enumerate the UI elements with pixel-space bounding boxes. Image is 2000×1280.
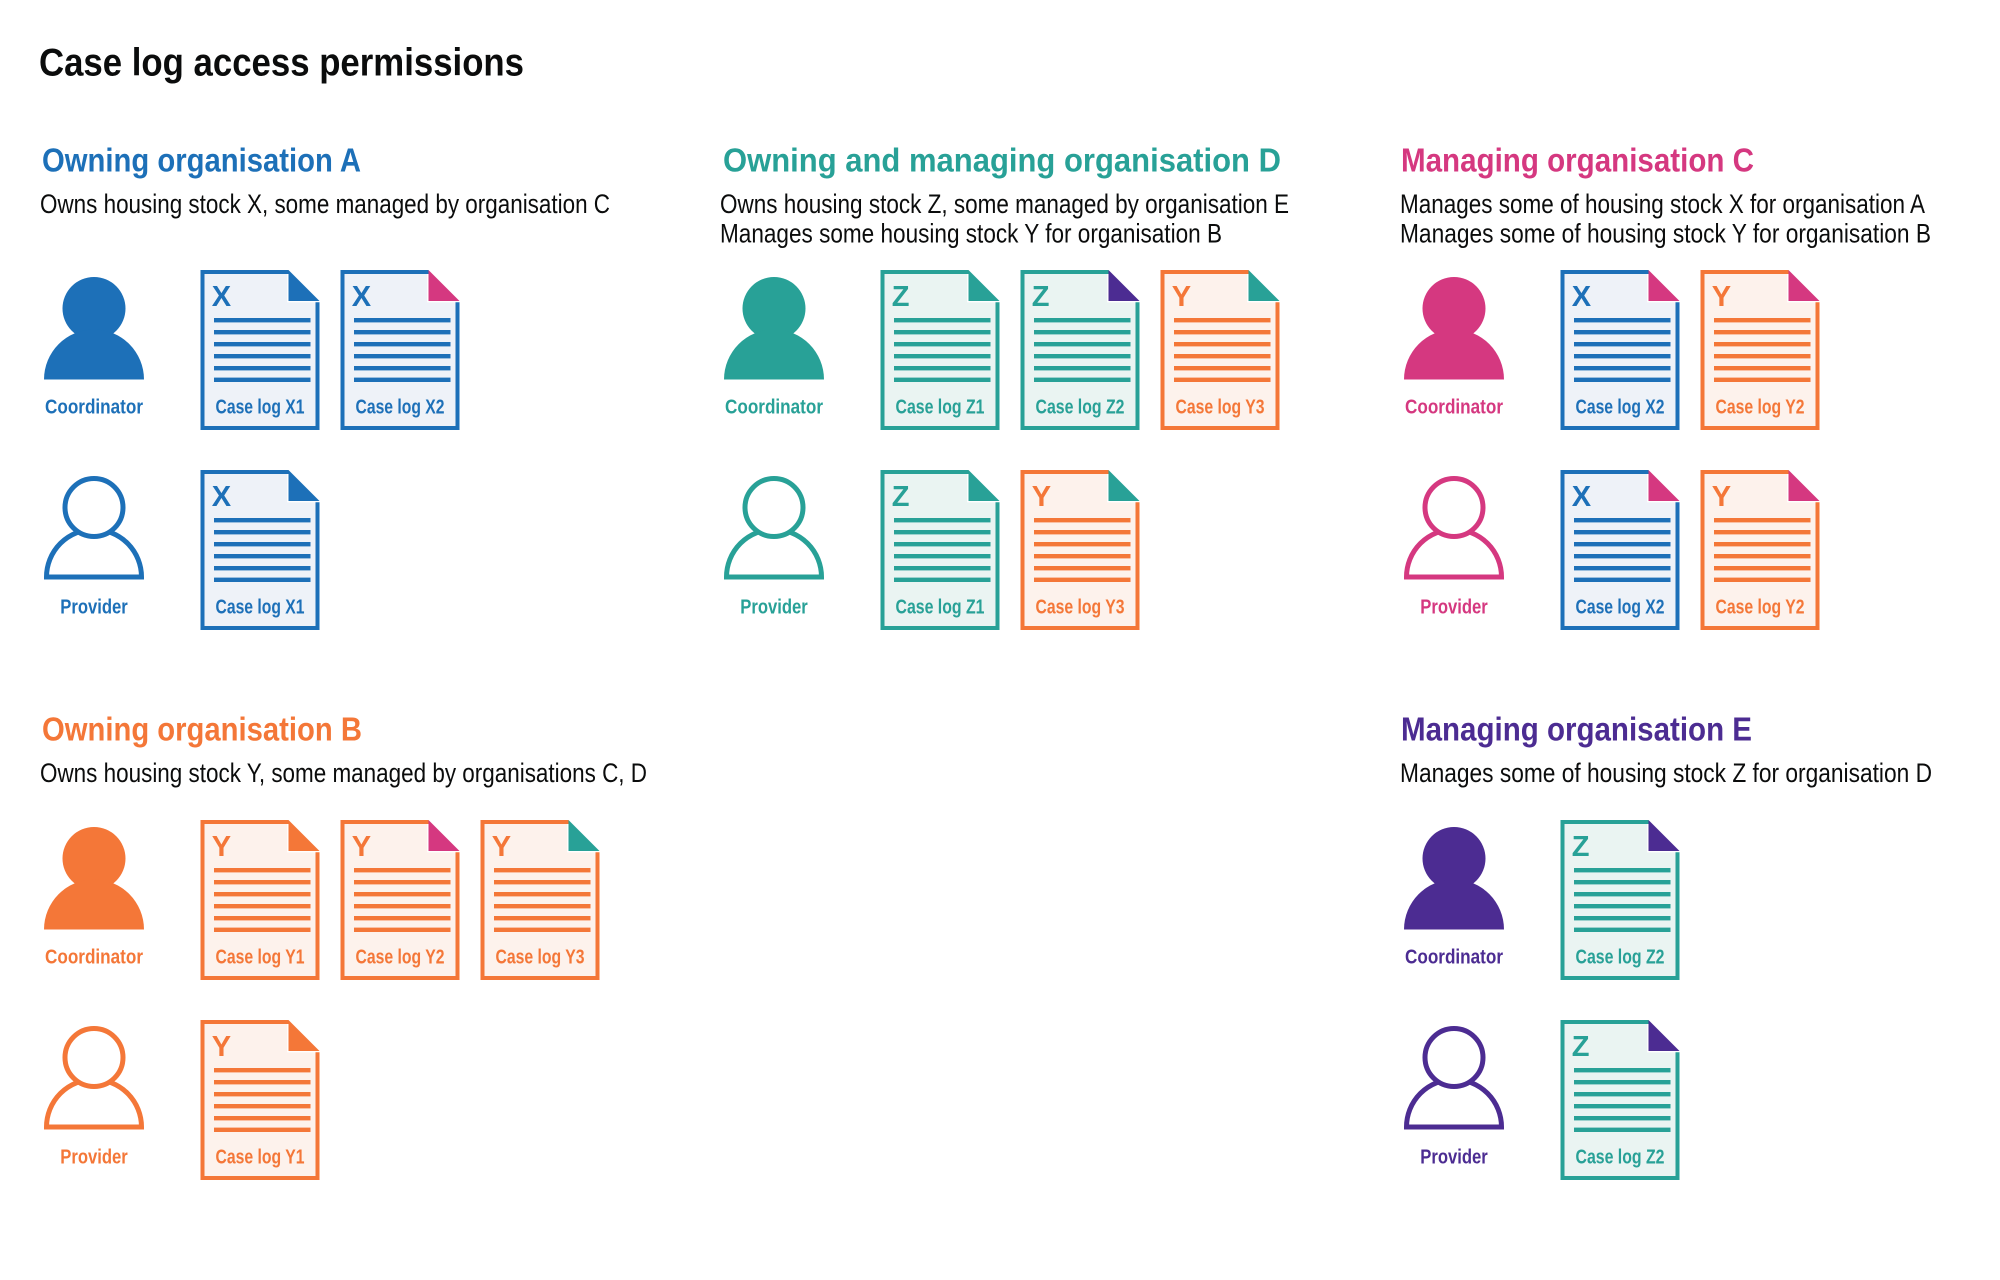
svg-text:Case log access permissions: Case log access permissions (39, 42, 524, 85)
svg-text:Owning organisation A: Owning organisation A (42, 142, 361, 179)
svg-text:Case log Z1: Case log Z1 (896, 596, 985, 618)
svg-text:X: X (1572, 281, 1592, 313)
svg-text:Y: Y (1172, 281, 1191, 313)
svg-text:Y: Y (492, 831, 511, 863)
svg-text:X: X (1572, 481, 1592, 513)
svg-text:Z: Z (1572, 831, 1590, 863)
svg-text:Case log Y1: Case log Y1 (216, 1146, 305, 1168)
svg-text:Manages some of housing stock: Manages some of housing stock Z for orga… (1400, 758, 1932, 788)
svg-text:Case log X2: Case log X2 (1576, 396, 1665, 418)
svg-text:Case log Y2: Case log Y2 (1716, 396, 1805, 418)
svg-text:Manages some housing stock Y f: Manages some housing stock Y for organis… (720, 219, 1222, 249)
svg-text:Case log X1: Case log X1 (216, 396, 305, 418)
svg-text:Case log Y2: Case log Y2 (1716, 596, 1805, 618)
svg-text:X: X (212, 481, 232, 513)
svg-text:Case log Z2: Case log Z2 (1576, 1146, 1665, 1168)
svg-text:Owns housing stock Z, some man: Owns housing stock Z, some managed by or… (720, 189, 1289, 219)
svg-text:Manages some of housing stock: Manages some of housing stock X for orga… (1400, 189, 1925, 219)
svg-text:Y: Y (352, 831, 371, 863)
svg-text:Z: Z (1572, 1031, 1590, 1063)
svg-text:Case log X2: Case log X2 (1576, 596, 1665, 618)
svg-text:Z: Z (1032, 281, 1050, 313)
svg-text:X: X (212, 281, 232, 313)
svg-text:Coordinator: Coordinator (45, 946, 143, 968)
svg-text:Provider: Provider (1420, 1146, 1488, 1168)
svg-text:Manages some of housing stock: Manages some of housing stock Y for orga… (1400, 219, 1931, 249)
svg-text:Provider: Provider (740, 596, 808, 618)
svg-text:Coordinator: Coordinator (1405, 396, 1503, 418)
svg-text:Case log Z2: Case log Z2 (1576, 946, 1665, 968)
svg-text:Case log Y2: Case log Y2 (356, 946, 445, 968)
svg-text:Z: Z (892, 281, 910, 313)
svg-text:Provider: Provider (1420, 596, 1488, 618)
svg-text:X: X (352, 281, 372, 313)
svg-text:Case log X2: Case log X2 (356, 396, 445, 418)
svg-text:Managing organisation E: Managing organisation E (1401, 711, 1752, 748)
svg-text:Case log Y1: Case log Y1 (216, 946, 305, 968)
svg-text:Owning organisation B: Owning organisation B (42, 712, 362, 749)
svg-text:Z: Z (892, 481, 910, 513)
svg-text:Case log Y3: Case log Y3 (1036, 596, 1125, 618)
svg-text:Owns housing stock X, some man: Owns housing stock X, some managed by or… (40, 189, 610, 219)
svg-text:Provider: Provider (60, 1146, 128, 1168)
svg-text:Owns housing stock Y, some man: Owns housing stock Y, some managed by or… (40, 758, 647, 788)
svg-text:Case log Z2: Case log Z2 (1036, 396, 1125, 418)
svg-text:Managing organisation C: Managing organisation C (1401, 142, 1754, 179)
svg-text:Case log Y3: Case log Y3 (496, 946, 585, 968)
svg-text:Y: Y (1712, 281, 1731, 313)
svg-text:Provider: Provider (60, 596, 128, 618)
svg-text:Case log Y3: Case log Y3 (1176, 396, 1265, 418)
svg-text:Owning and managing organisati: Owning and managing organisation D (723, 142, 1281, 179)
svg-text:Y: Y (212, 831, 231, 863)
svg-text:Y: Y (1712, 481, 1731, 513)
svg-text:Y: Y (212, 1031, 231, 1063)
svg-text:Case log Z1: Case log Z1 (896, 396, 985, 418)
svg-text:Coordinator: Coordinator (725, 396, 823, 418)
svg-text:Y: Y (1032, 481, 1051, 513)
svg-text:Coordinator: Coordinator (1405, 946, 1503, 968)
svg-text:Coordinator: Coordinator (45, 396, 143, 418)
svg-text:Case log X1: Case log X1 (216, 596, 305, 618)
